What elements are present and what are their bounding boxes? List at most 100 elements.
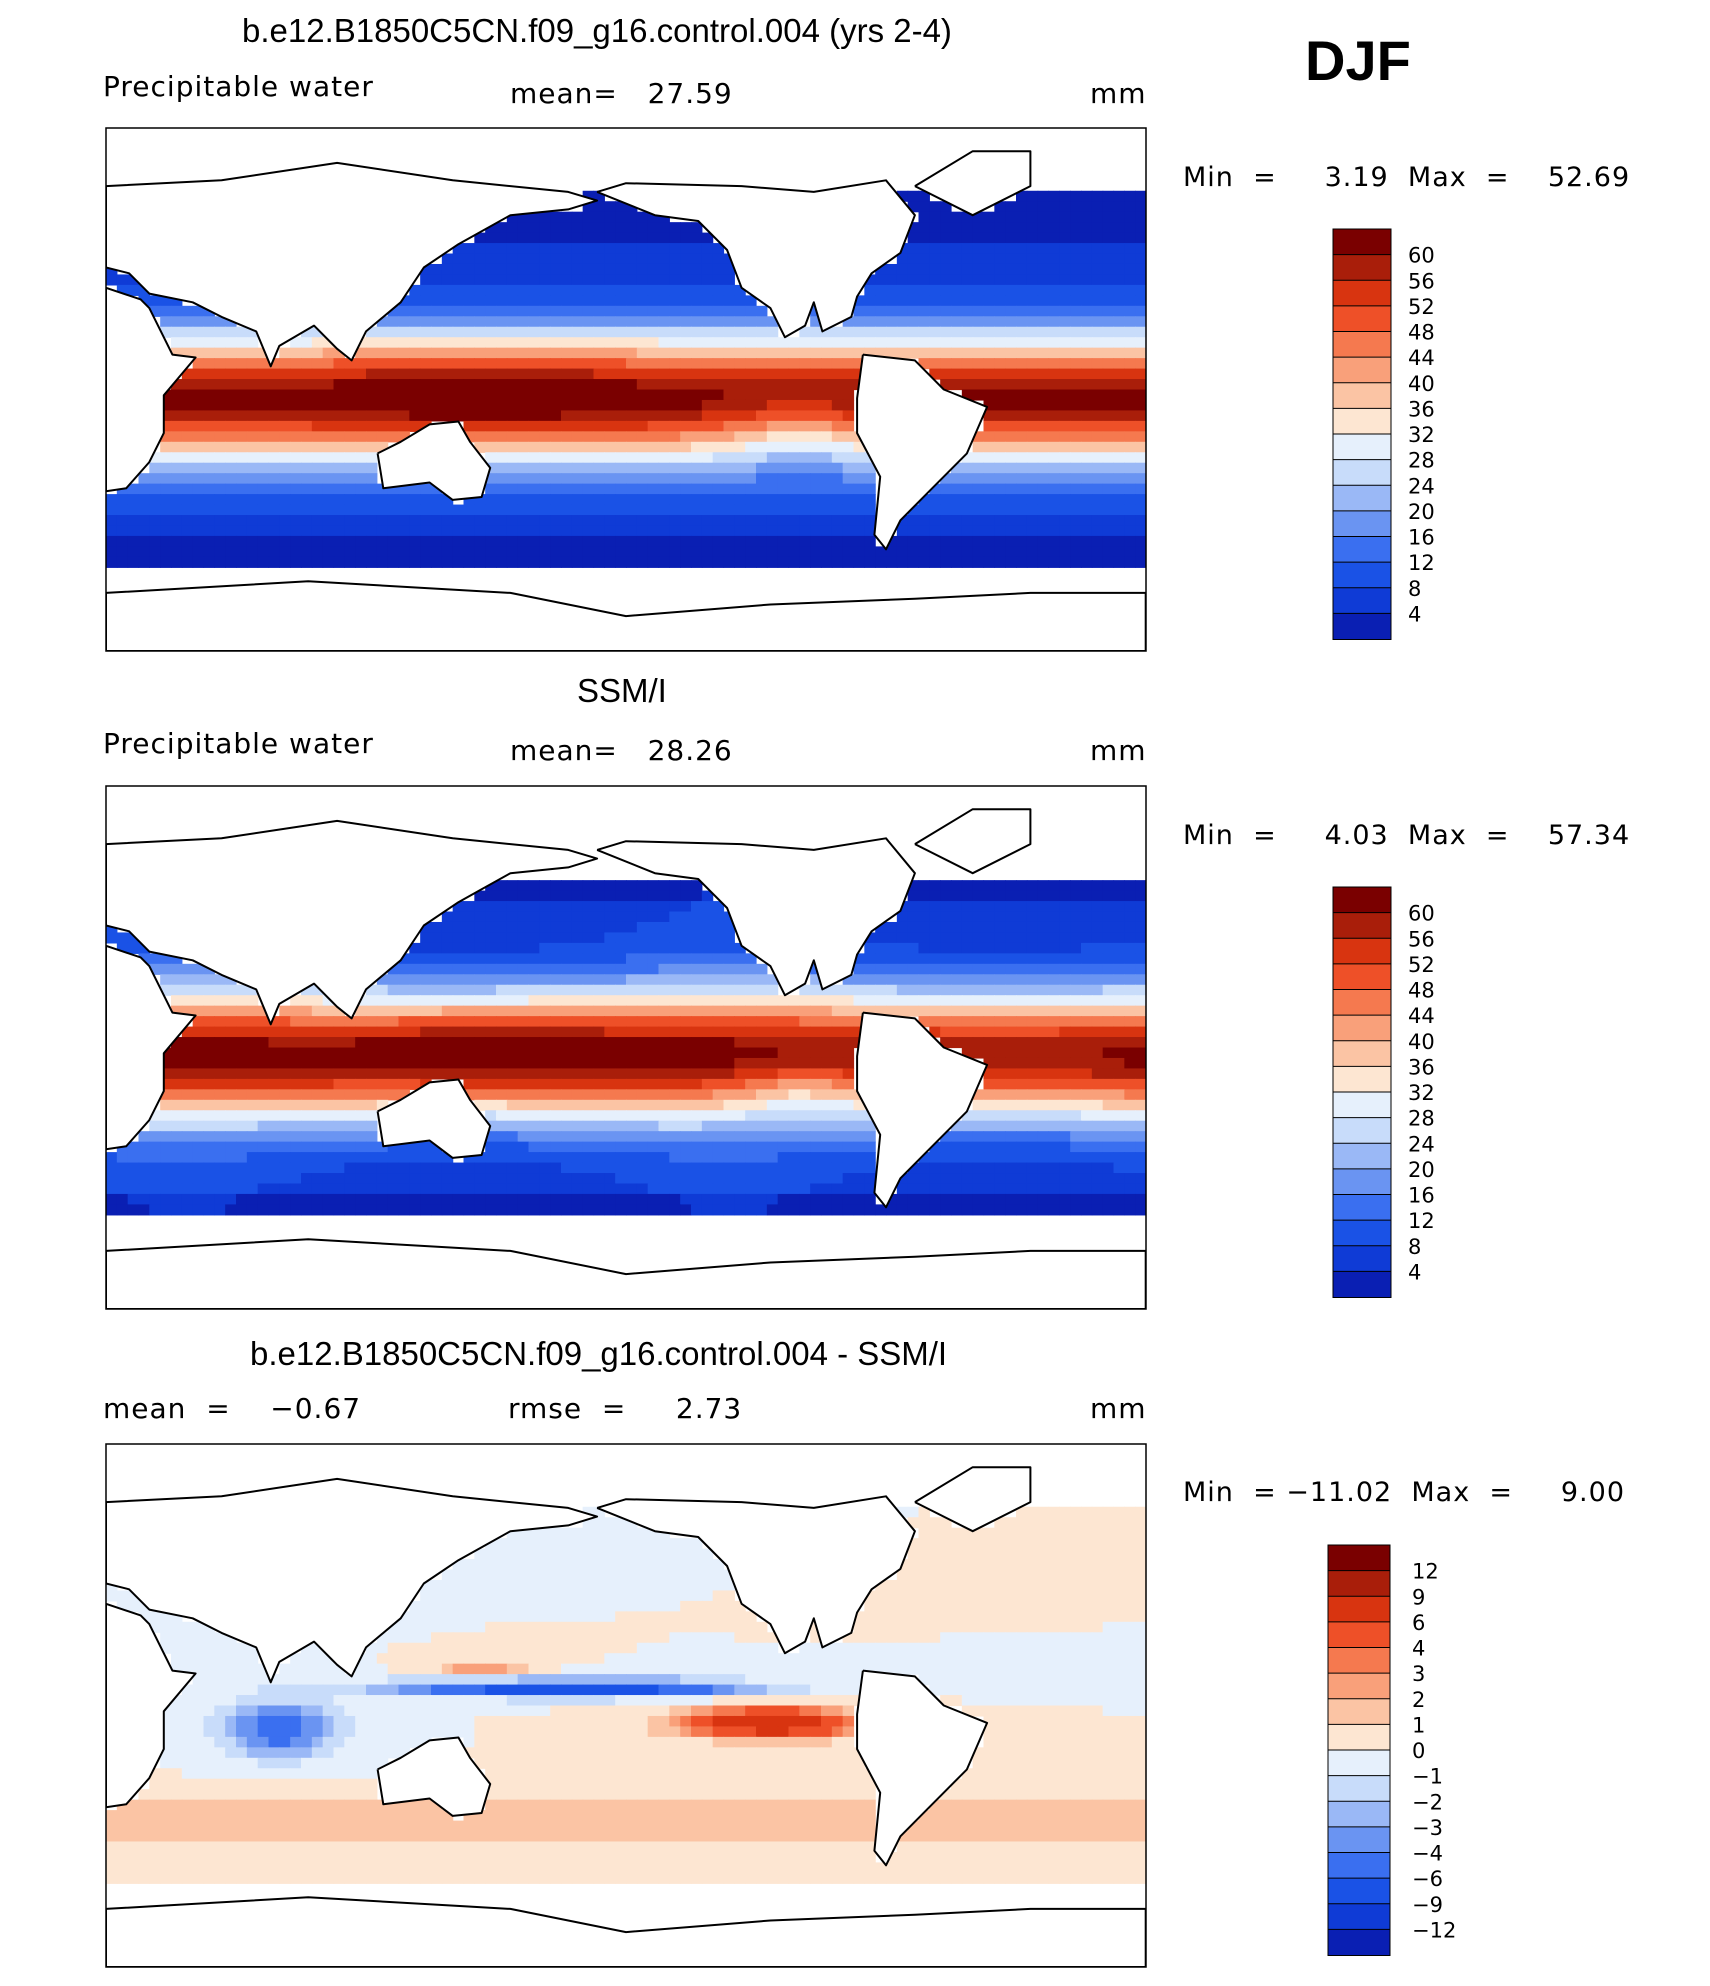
- colorbar-swatch: [1332, 331, 1392, 359]
- colorbar-swatch: [1327, 1852, 1391, 1880]
- colorbar-swatch: [1332, 536, 1392, 564]
- panel-3-units: mm: [1090, 1392, 1147, 1425]
- coastline: [376, 1736, 492, 1817]
- colorbar-tick-label: 52: [1408, 295, 1435, 319]
- colorbar-tick-label: 36: [1408, 1055, 1435, 1079]
- coastline: [856, 353, 989, 551]
- colorbar-swatch: [1332, 1040, 1392, 1068]
- colorbar-swatch: [1327, 1647, 1391, 1675]
- colorbar-swatch: [1332, 459, 1392, 487]
- colorbar-swatch: [1327, 1544, 1391, 1572]
- coastline: [106, 1477, 599, 1684]
- colorbar-tick-label: 4: [1412, 1637, 1425, 1661]
- colorbar-tick-label: 12: [1412, 1560, 1439, 1584]
- colorbar-swatch: [1332, 1091, 1392, 1119]
- colorbar-swatch: [1332, 963, 1392, 991]
- colorbar-swatch: [1332, 1142, 1392, 1170]
- colorbar-tick-label: 0: [1412, 1739, 1425, 1763]
- colorbar-tick-label: 8: [1408, 1235, 1421, 1259]
- colorbar-tick-label: 28: [1408, 1107, 1435, 1131]
- colorbar-tick-label: 3: [1412, 1662, 1425, 1686]
- colorbar-tick-label: 2: [1412, 1688, 1425, 1712]
- colorbar-tick-label: 20: [1408, 500, 1435, 524]
- colorbar-tick-label: 56: [1408, 927, 1435, 951]
- colorbar-tick-label: 4: [1408, 602, 1421, 626]
- coastline: [106, 1238, 1146, 1309]
- coastline: [106, 161, 599, 368]
- map-frame-1: [105, 127, 1147, 652]
- colorbar-tick-label: 60: [1408, 902, 1435, 926]
- colorbar-swatch: [1332, 1194, 1392, 1222]
- colorbar-tick-label: −4: [1412, 1842, 1443, 1866]
- colorbar-swatch: [1332, 1270, 1392, 1298]
- colorbar-tick-label: 60: [1408, 244, 1435, 268]
- coastline: [914, 150, 1032, 217]
- colorbar-tick-label: 24: [1408, 1132, 1435, 1156]
- field-layer-1: [106, 150, 1146, 651]
- coastline: [106, 944, 197, 1151]
- panel-2-mean-label: mean= 28.26: [510, 734, 733, 767]
- colorbar-swatch: [1332, 1065, 1392, 1093]
- colorbar-tick-label: 32: [1408, 1081, 1435, 1105]
- panel-2-variable-label: Precipitable water: [103, 727, 374, 760]
- coastline: [596, 179, 916, 339]
- colorbar-swatch: [1327, 1698, 1391, 1726]
- panel-2-units: mm: [1090, 734, 1147, 767]
- colorbar-tick-label: 36: [1408, 397, 1435, 421]
- colorbar-tick-label: −1: [1412, 1765, 1443, 1789]
- colorbar-swatch: [1332, 484, 1392, 512]
- panel-1-variable-label: Precipitable water: [103, 70, 374, 103]
- colorbar-tick-label: 4: [1408, 1260, 1421, 1284]
- panel-2-minmax: Min = 4.03 Max = 57.34: [1183, 820, 1631, 851]
- panel-3-title: b.e12.B1850C5CN.f09_g16.control.004 - SS…: [250, 1335, 948, 1372]
- colorbar-swatch: [1332, 912, 1392, 940]
- colorbar-tick-label: −2: [1412, 1790, 1443, 1814]
- coastline: [596, 837, 916, 997]
- panel-1-title: b.e12.B1850C5CN.f09_g16.control.004 (yrs…: [242, 12, 952, 49]
- season-label: DJF: [1305, 29, 1411, 92]
- colorbar-swatch: [1332, 433, 1392, 461]
- coastline: [856, 1011, 989, 1209]
- colorbar-tick-label: 56: [1408, 269, 1435, 293]
- colorbar-tick-label: 12: [1408, 551, 1435, 575]
- panel-3-rmse-label: rmse = 2.73: [508, 1392, 743, 1425]
- colorbar-tick-label: −6: [1412, 1867, 1443, 1891]
- colorbar-swatch: [1332, 356, 1392, 384]
- colorbar-tick-label: 48: [1408, 979, 1435, 1003]
- colorbar-tick-label: 24: [1408, 474, 1435, 498]
- coastline: [914, 808, 1032, 875]
- colorbar-swatch: [1332, 1168, 1392, 1196]
- colorbar-tick-label: 48: [1408, 321, 1435, 345]
- colorbar-swatch: [1327, 1903, 1391, 1931]
- colorbar-swatch: [1327, 1621, 1391, 1649]
- panel-3-minmax: Min = −11.02 Max = 9.00: [1183, 1477, 1626, 1508]
- colorbar-swatch: [1327, 1775, 1391, 1803]
- colorbar-tick-label: 9: [1412, 1585, 1425, 1609]
- colorbar-tick-label: 44: [1408, 1004, 1435, 1028]
- map-frame-3: [105, 1443, 1147, 1968]
- colorbar-tick-label: 6: [1412, 1611, 1425, 1635]
- colorbar-swatch: [1332, 305, 1392, 333]
- panel-1-units: mm: [1090, 77, 1147, 110]
- colorbar-tick-label: 52: [1408, 953, 1435, 977]
- panel-1-mean-label: mean= 27.59: [510, 77, 733, 110]
- colorbar-swatch: [1332, 1219, 1392, 1247]
- coastline: [106, 580, 1146, 651]
- panel-2-title: SSM/I: [577, 672, 667, 709]
- map-frame-2: [105, 785, 1147, 1310]
- colorbar-swatch: [1327, 1877, 1391, 1905]
- colorbar-swatch: [1332, 228, 1392, 256]
- coastline: [914, 1466, 1032, 1533]
- colorbar-tick-label: −9: [1412, 1893, 1443, 1917]
- colorbar-swatch: [1332, 510, 1392, 538]
- colorbar-swatch: [1332, 937, 1392, 965]
- colorbar-swatch: [1332, 612, 1392, 640]
- coastline: [376, 420, 492, 501]
- colorbar-swatch: [1332, 1014, 1392, 1042]
- colorbar-swatch: [1332, 407, 1392, 435]
- colorbar-tick-label: 40: [1408, 1030, 1435, 1054]
- colorbar-tick-label: 28: [1408, 449, 1435, 473]
